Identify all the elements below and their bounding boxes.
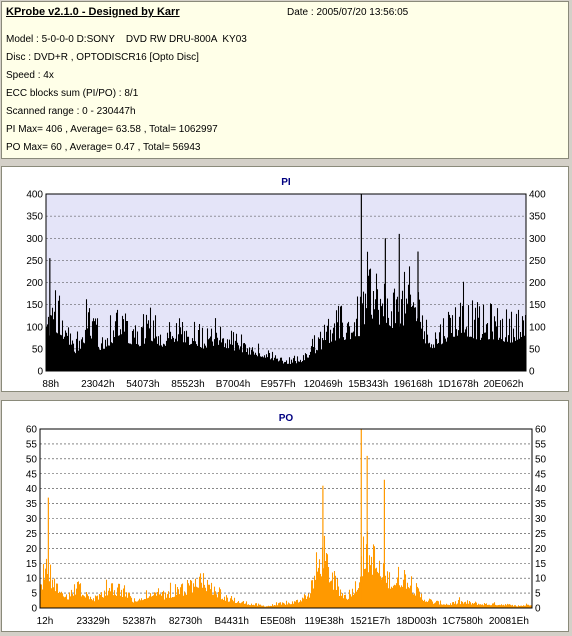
x-tick-label: 20E062h	[483, 379, 523, 390]
y-tick-label-right: 15	[535, 559, 547, 570]
y-tick-label-right: 25	[535, 529, 547, 540]
y-tick-label: 40	[26, 484, 38, 495]
info-ecc: ECC blocks sum (PI/PO) : 8/1	[6, 88, 139, 99]
y-tick-label: 200	[26, 278, 43, 289]
y-tick-label: 300	[26, 234, 43, 245]
plot-frame	[39, 428, 533, 609]
x-tick-label: 12h	[37, 616, 54, 627]
info-model: Model : 5-0-0-0 D:SONY DVD RW DRU-800A K…	[6, 34, 247, 45]
x-tick-label: 18D003h	[396, 616, 437, 627]
y-tick-label: 35	[26, 499, 38, 510]
y-tick-label-right: 45	[535, 469, 547, 480]
y-tick-label: 30	[26, 514, 38, 525]
y-tick-label-right: 400	[529, 190, 546, 201]
y-tick-label-right: 200	[529, 278, 546, 289]
chart-title: PI	[281, 177, 291, 188]
x-tick-label: 85523h	[171, 379, 204, 390]
info-range: Scanned range : 0 - 230447h	[6, 106, 136, 117]
y-tick-label: 0	[31, 604, 37, 615]
info-disc: Disc : DVD+R , OPTODISCR16 [Opto Disc]	[6, 52, 199, 63]
info-speed: Speed : 4x	[6, 70, 54, 81]
x-tick-label: 88h	[42, 379, 59, 390]
y-tick-label: 25	[26, 529, 38, 540]
plot-frame	[45, 193, 527, 372]
x-tick-label: 119E38h	[304, 616, 343, 627]
data-series	[45, 194, 527, 371]
y-tick-label-right: 60	[535, 425, 547, 436]
chart-title: PO	[279, 413, 294, 424]
y-tick-label-right: 30	[535, 514, 547, 525]
y-tick-label: 15	[26, 559, 38, 570]
y-tick-label-right: 350	[529, 212, 546, 223]
x-tick-label: 1521E7h	[350, 616, 390, 627]
x-tick-label: 23329h	[76, 616, 109, 627]
y-tick-label-right: 10	[535, 574, 547, 585]
info-po-stats: PO Max= 60 , Average= 0.47 , Total= 5694…	[6, 142, 201, 153]
y-tick-label-right: 50	[535, 454, 547, 465]
y-tick-label-right: 55	[535, 439, 547, 450]
x-tick-label: B7004h	[216, 379, 250, 390]
y-tick-label: 0	[37, 367, 43, 378]
x-tick-label: 23042h	[81, 379, 114, 390]
y-tick-label-right: 300	[529, 234, 546, 245]
info-panel: KProbe v2.1.0 - Designed by Karr Date : …	[1, 1, 569, 159]
scan-date: Date : 2005/07/20 13:56:05	[287, 7, 409, 18]
x-tick-label: B4431h	[214, 616, 248, 627]
y-tick-label: 5	[31, 589, 37, 600]
y-tick-label-right: 20	[535, 544, 547, 555]
x-tick-label: 20081Eh	[489, 616, 529, 627]
pi-chart: PI 0 0 50 50 100 100 150 150 200 200 250 250 300 300 35…	[26, 177, 546, 390]
x-tick-label: 82730h	[169, 616, 202, 627]
y-tick-label: 45	[26, 469, 38, 480]
x-tick-label: 120469h	[304, 379, 343, 390]
y-tick-label-right: 50	[529, 344, 541, 355]
x-tick-label: 52387h	[123, 616, 156, 627]
po-chart-panel: PO 0 0 5 5 10 10 15 15 20 20 25 25 30 30 35 35 40 40 45 45 50…	[1, 400, 569, 632]
y-tick-label-right: 40	[535, 484, 547, 495]
y-tick-label-right: 35	[535, 499, 547, 510]
app-title: KProbe v2.1.0 - Designed by Karr	[6, 6, 180, 18]
y-tick-label: 10	[26, 574, 38, 585]
y-tick-label-right: 5	[535, 589, 541, 600]
y-tick-label: 100	[26, 322, 43, 333]
pi-chart-panel: PI 0 0 50 50 100 100 150 150 200 200 250 250 300 300 35…	[1, 166, 569, 392]
y-tick-label: 250	[26, 256, 43, 267]
x-tick-label: E5E08h	[260, 616, 296, 627]
y-tick-label-right: 0	[529, 367, 535, 378]
y-tick-label-right: 250	[529, 256, 546, 267]
y-tick-label-right: 150	[529, 300, 546, 311]
y-tick-label: 50	[26, 454, 38, 465]
x-tick-label: 196168h	[394, 379, 433, 390]
x-tick-label: 1C7580h	[442, 616, 483, 627]
y-tick-label-right: 100	[529, 322, 546, 333]
y-tick-label: 150	[26, 300, 43, 311]
y-tick-label: 400	[26, 190, 43, 201]
info-pi-stats: PI Max= 406 , Average= 63.58 , Total= 10…	[6, 124, 218, 135]
y-tick-label: 60	[26, 425, 38, 436]
x-tick-label: 54073h	[126, 379, 159, 390]
y-tick-label: 55	[26, 439, 38, 450]
x-tick-label: E957Fh	[261, 379, 296, 390]
y-tick-label: 20	[26, 544, 38, 555]
y-tick-label: 50	[32, 344, 44, 355]
x-tick-label: 15B343h	[348, 379, 388, 390]
y-tick-label: 350	[26, 212, 43, 223]
y-tick-label-right: 0	[535, 604, 541, 615]
x-tick-label: 1D1678h	[438, 379, 479, 390]
